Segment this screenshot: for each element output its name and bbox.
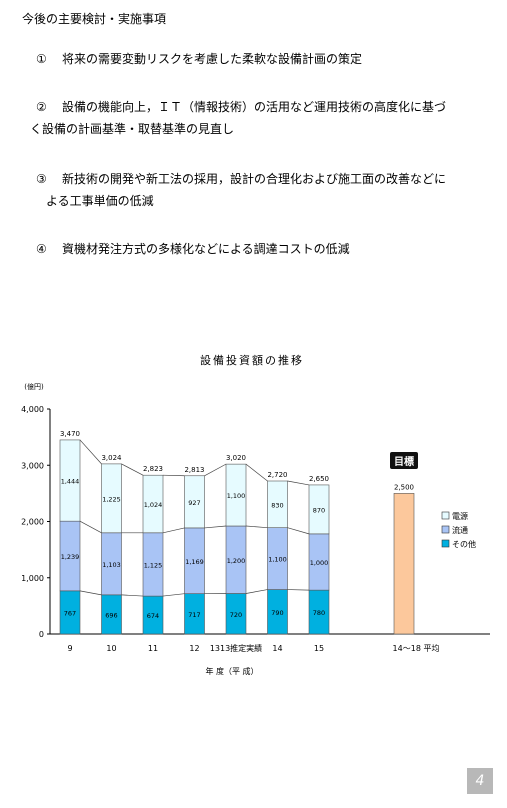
item-text-continued: よる工事単価の低減 — [46, 194, 154, 208]
list-item: ② 設備の機能向上，ＩＴ（情報技術）の活用など運用技術の高度化に基づ く設備の計… — [30, 96, 486, 140]
item-text: 設備の機能向上，ＩＴ（情報技術）の活用など運用技術の高度化に基づ — [62, 100, 447, 114]
y-tick-label: 0 — [39, 630, 44, 639]
bar-segment-dengen — [101, 463, 122, 534]
data-label: 674 — [147, 612, 159, 620]
section-heading: 今後の主要検討・実施事項 — [22, 12, 167, 26]
connector-line — [79, 590, 102, 596]
data-label: 1,100 — [227, 492, 246, 500]
x-tick-label: 14〜18 平均 — [393, 643, 440, 653]
data-label: 720 — [230, 611, 242, 619]
x-tick-label: 11 — [148, 644, 158, 653]
data-label: 696 — [105, 611, 117, 619]
total-label: 2,650 — [309, 475, 329, 483]
item-text: 資機材発注方式の多様化などによる調達コストの低減 — [62, 242, 350, 256]
x-axis-label: 年 度（平 成） — [205, 666, 258, 676]
bar-segment-dengen — [59, 439, 81, 522]
total-label: 2,813 — [184, 466, 204, 474]
data-label: 1,125 — [144, 561, 163, 569]
y-axis-label: (億円) — [24, 382, 44, 391]
target-value-label: 2,500 — [394, 483, 414, 491]
x-tick-label: 10 — [106, 644, 116, 653]
connector-line — [204, 463, 227, 477]
target-badge-text: 目標 — [394, 455, 414, 468]
connector-line — [245, 463, 268, 482]
data-label: 927 — [188, 499, 200, 507]
y-tick-label: 3,000 — [21, 461, 44, 470]
connector-line — [245, 525, 268, 529]
legend-label: 流通 — [452, 525, 468, 535]
legend-swatch — [441, 539, 450, 548]
item-number: ② — [36, 100, 47, 114]
x-tick-label: 12 — [189, 644, 199, 653]
connector-line — [162, 593, 185, 597]
data-label: 1,169 — [185, 558, 204, 566]
data-label: 1,239 — [61, 553, 80, 561]
connector-line — [245, 589, 268, 594]
connector-line — [79, 520, 102, 534]
data-label: 1,000 — [310, 559, 329, 567]
data-label: 1,024 — [144, 501, 163, 509]
data-label: 790 — [271, 609, 283, 617]
chart-title: 設備投資額の推移 — [200, 353, 304, 367]
connector-line — [287, 527, 310, 535]
legend-swatch — [441, 525, 450, 534]
bar-segment-dengen — [225, 463, 247, 527]
data-label: 830 — [271, 501, 283, 509]
target-badge — [390, 452, 418, 469]
data-label: 1,225 — [102, 495, 121, 503]
data-label: 1,444 — [61, 478, 80, 486]
item-text-continued: く設備の計画基準・取替基準の見直し — [30, 122, 235, 136]
connector-line — [162, 474, 185, 477]
legend-swatch — [441, 511, 450, 520]
investment-chart: 設備投資額の推移 (億円) 年 度（平 成） 0 1,000 2,000 3,000 4… — [21, 353, 490, 676]
connector-line — [287, 589, 310, 591]
item-number: ③ — [36, 172, 47, 186]
data-label: 717 — [188, 611, 200, 619]
x-tick-label: 1313推定実績 — [210, 643, 262, 653]
item-number: ④ — [36, 242, 47, 256]
data-label: 780 — [313, 609, 325, 617]
connector-line — [121, 463, 144, 476]
data-label: 1,100 — [268, 556, 287, 564]
total-label: 2,720 — [267, 471, 287, 479]
y-tick-label: 1,000 — [21, 574, 44, 583]
list-item: ① 将来の需要変動リスクを考慮した柔軟な設備計画の策定 — [36, 48, 486, 70]
bar-segment-dengen — [142, 474, 164, 534]
bar-segment-dengen — [267, 480, 288, 528]
data-label: 767 — [64, 609, 76, 617]
x-tick-label: 14 — [272, 644, 282, 653]
item-text: 将来の需要変動リスクを考慮した柔軟な設備計画の策定 — [62, 52, 363, 66]
connector-line — [287, 480, 310, 486]
connector-line — [162, 527, 185, 534]
list-item: ③ 新技術の開発や新工法の採用，設計の合理化および施工面の改善などに よる工事単… — [36, 168, 486, 212]
item-text: 新技術の開発や新工法の採用，設計の合理化および施工面の改善などに — [62, 172, 447, 186]
legend-label: 電源 — [452, 512, 468, 521]
data-label: 1,103 — [102, 561, 121, 569]
page-number-badge: 4 — [467, 768, 493, 794]
item-number: ① — [36, 52, 47, 66]
x-tick-label: 15 — [314, 644, 324, 653]
data-label: 870 — [313, 506, 325, 514]
total-label: 3,020 — [226, 454, 246, 462]
y-tick-label: 4,000 — [21, 405, 44, 414]
y-tick-label: 2,000 — [21, 518, 44, 527]
bar-segment-dengen — [308, 484, 330, 535]
legend-label: その他 — [452, 539, 476, 549]
list-item: ④ 資機材発注方式の多様化などによる調達コストの低減 — [36, 238, 486, 260]
data-label: 1,200 — [227, 557, 246, 565]
connector-line — [204, 525, 227, 529]
connector-line — [79, 439, 102, 465]
bar-segment-dengen — [184, 475, 205, 529]
total-label: 3,024 — [101, 454, 122, 462]
x-tick-label: 9 — [67, 644, 72, 653]
target-bar — [393, 493, 415, 635]
total-label: 2,823 — [143, 465, 163, 473]
total-label: 3,470 — [60, 430, 80, 438]
connector-line — [121, 594, 144, 597]
